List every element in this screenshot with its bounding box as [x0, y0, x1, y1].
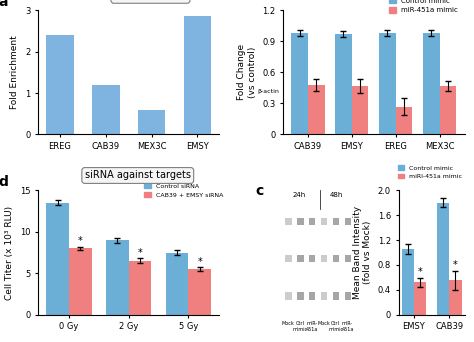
Bar	[333, 255, 339, 262]
Text: Mock: Mock	[318, 321, 330, 326]
Y-axis label: Fold Enrichment: Fold Enrichment	[10, 36, 19, 109]
Bar	[321, 292, 328, 300]
Bar	[291, 33, 308, 134]
Bar	[189, 269, 211, 315]
Y-axis label: Mean Band Intensity
(fold vs Mock): Mean Band Intensity (fold vs Mock)	[353, 206, 372, 299]
Text: *: *	[78, 236, 82, 246]
Text: 24h: 24h	[292, 192, 305, 198]
Bar	[401, 249, 414, 315]
Text: a: a	[0, 0, 8, 9]
Bar	[128, 261, 151, 315]
Bar	[309, 255, 316, 262]
Bar	[92, 85, 119, 134]
Bar	[379, 33, 396, 134]
Bar	[449, 280, 462, 315]
Legend: Control siRNA, CAB39 + EMSY siRNA: Control siRNA, CAB39 + EMSY siRNA	[142, 181, 226, 200]
Text: β-actin: β-actin	[257, 89, 279, 93]
Bar	[423, 33, 439, 134]
Text: 48h: 48h	[330, 192, 344, 198]
Bar	[345, 292, 351, 300]
Text: Ctrl
mimic: Ctrl mimic	[328, 321, 343, 332]
Text: *: *	[137, 248, 142, 258]
Bar	[106, 240, 128, 315]
Bar	[335, 34, 352, 134]
Bar	[46, 35, 73, 134]
Text: *: *	[418, 267, 422, 277]
Bar	[321, 218, 328, 225]
Bar	[345, 255, 351, 262]
Bar	[285, 218, 292, 225]
Bar	[437, 203, 449, 315]
Bar	[297, 292, 303, 300]
Bar	[309, 218, 316, 225]
Y-axis label: Fold Change
(vs control): Fold Change (vs control)	[237, 44, 256, 101]
Bar	[184, 16, 211, 134]
Text: Mock: Mock	[282, 321, 294, 326]
Bar	[297, 255, 303, 262]
Bar	[285, 292, 292, 300]
Bar	[439, 86, 456, 134]
Bar	[285, 255, 292, 262]
Legend: Control mimic, miR-451a mimic: Control mimic, miR-451a mimic	[386, 0, 461, 16]
Legend: Control mimic, miRl-451a mimic: Control mimic, miRl-451a mimic	[395, 162, 465, 182]
Bar	[345, 218, 351, 225]
Text: *: *	[453, 260, 458, 270]
Bar	[333, 292, 339, 300]
Bar	[138, 110, 165, 134]
Bar	[308, 85, 325, 134]
Bar	[321, 255, 328, 262]
Text: miR-
451a: miR- 451a	[341, 321, 354, 332]
Bar	[396, 107, 412, 134]
Bar	[414, 282, 426, 315]
Text: Ctrl
mimic: Ctrl mimic	[292, 321, 308, 332]
Bar	[297, 218, 303, 225]
Bar	[46, 203, 69, 315]
Text: d: d	[0, 175, 8, 189]
Text: miR-
451a: miR- 451a	[306, 321, 318, 332]
Bar	[166, 252, 189, 315]
Bar	[309, 292, 316, 300]
Text: b: b	[256, 0, 265, 2]
Text: c: c	[255, 184, 264, 198]
Text: siRNA against targets: siRNA against targets	[85, 171, 191, 181]
Y-axis label: Cell Titer (x 10³ RLU): Cell Titer (x 10³ RLU)	[5, 206, 14, 300]
Text: *: *	[198, 257, 202, 267]
Bar	[69, 248, 91, 315]
Bar	[352, 86, 368, 134]
Bar	[333, 218, 339, 225]
